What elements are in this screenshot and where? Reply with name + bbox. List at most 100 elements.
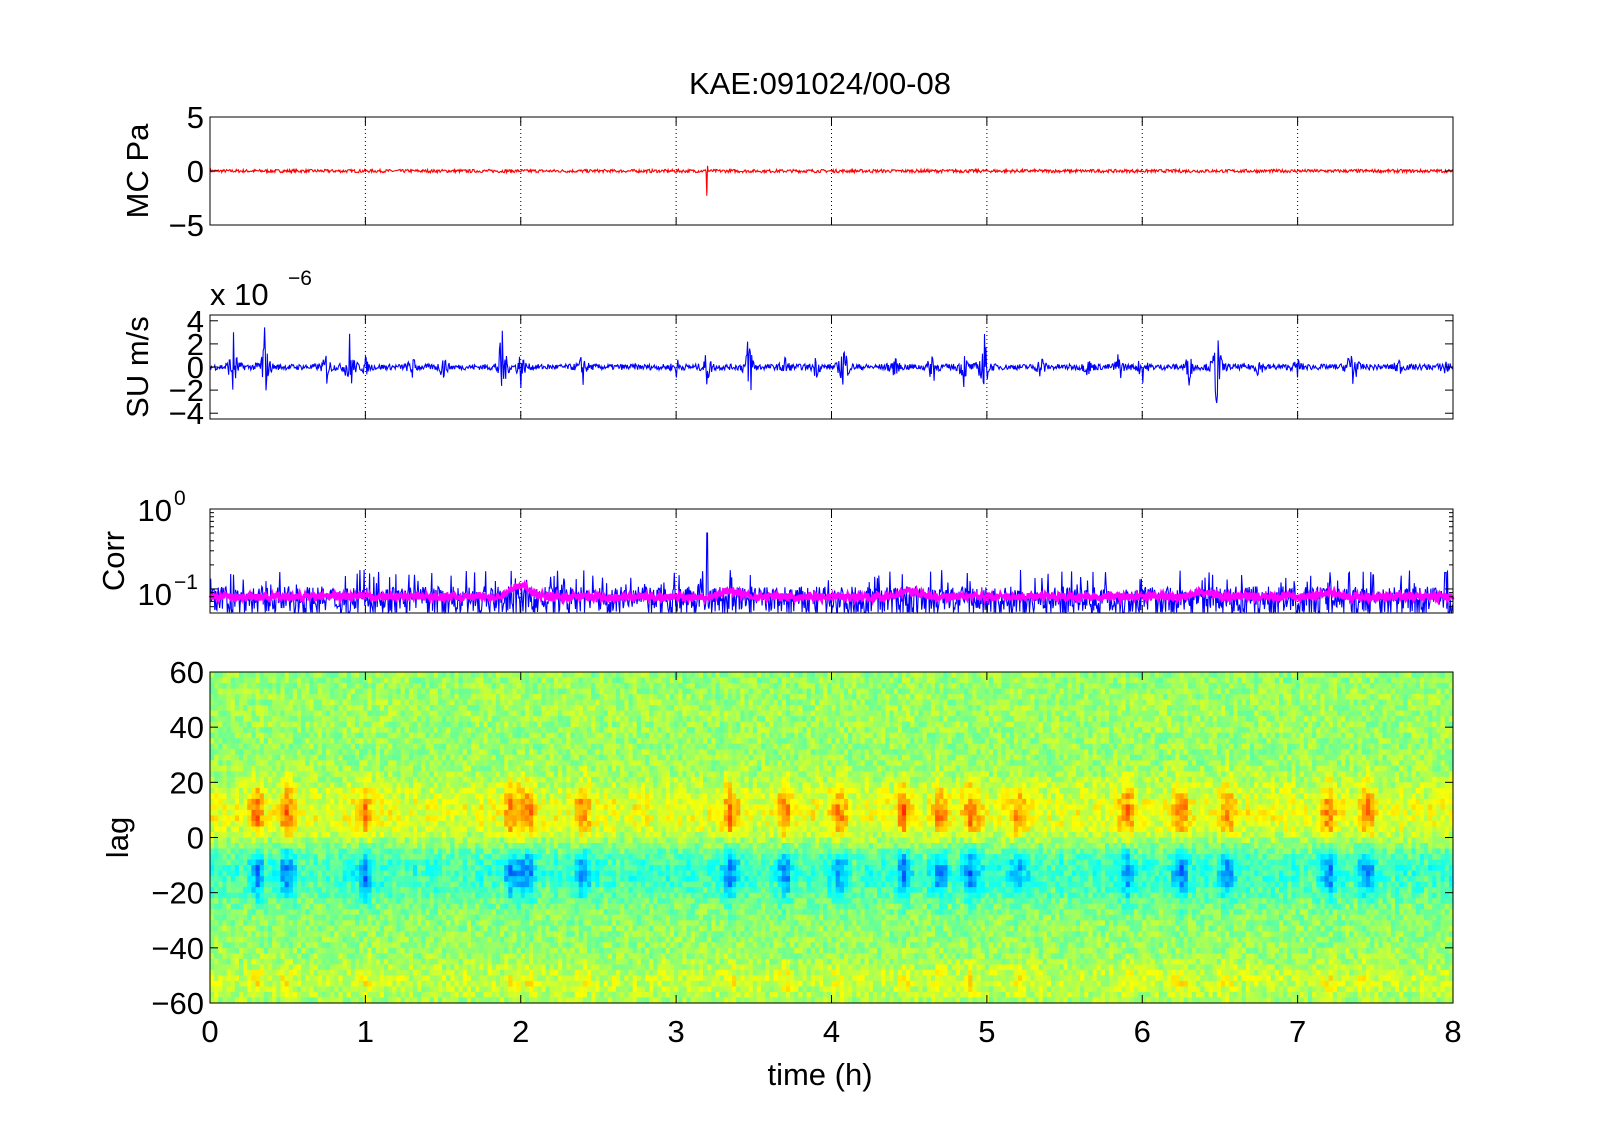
heatmap-cell <box>309 903 315 910</box>
heatmap-cell <box>491 694 497 701</box>
heatmap-cell <box>524 969 530 977</box>
heatmap-cell <box>442 831 447 839</box>
heatmap-cell <box>529 672 534 679</box>
heatmap-cell <box>288 727 294 734</box>
heatmap-cell <box>533 754 538 761</box>
heatmap-cell <box>425 826 431 833</box>
heatmap-cell <box>512 683 518 690</box>
heatmap-cell <box>272 947 277 954</box>
heatmap-cell <box>442 859 447 866</box>
heatmap-cell <box>297 964 302 971</box>
heatmap-cell <box>305 865 311 872</box>
heatmap-cell <box>404 914 410 921</box>
heatmap-cell <box>222 716 228 723</box>
heatmap-cell <box>371 914 377 921</box>
heatmap-cell <box>255 694 261 701</box>
heatmap-cell <box>533 721 538 728</box>
heatmap-cell <box>479 865 485 872</box>
heatmap-cell <box>433 903 439 910</box>
heatmap-cell <box>491 914 497 921</box>
heatmap-cell <box>450 936 456 943</box>
heatmap-cell <box>338 677 344 684</box>
heatmap-cell <box>259 942 265 949</box>
heatmap-cell <box>317 749 323 756</box>
heatmap-cell <box>288 865 294 872</box>
heatmap-cell <box>425 975 431 982</box>
heatmap-cell <box>276 942 282 949</box>
heatmap-cell <box>471 727 476 734</box>
heatmap-cell <box>222 920 228 927</box>
heatmap-cell <box>413 953 418 960</box>
heatmap-cell <box>305 903 311 910</box>
heatmap-cell <box>379 931 385 938</box>
heatmap-cell <box>297 710 302 717</box>
heatmap-cell <box>479 738 485 745</box>
heatmap-cell <box>491 986 497 993</box>
heatmap-cell <box>222 909 228 916</box>
heatmap-cell <box>450 683 456 690</box>
heatmap-cell <box>226 980 232 988</box>
heatmap-cell <box>350 953 356 960</box>
heatmap-cell <box>516 859 522 866</box>
heatmap-cell <box>259 991 265 999</box>
heatmap-cell <box>533 672 538 679</box>
heatmap-cell <box>355 809 360 817</box>
heatmap-cell <box>226 743 232 750</box>
heatmap-cell <box>371 854 377 861</box>
heatmap-cell <box>483 909 489 916</box>
heatmap-cell <box>230 947 236 954</box>
heatmap-cell <box>541 749 547 756</box>
heatmap-cell <box>458 969 464 977</box>
heatmap-cell <box>334 699 340 706</box>
heatmap-cell <box>533 815 538 822</box>
heatmap-cell <box>305 710 311 717</box>
heatmap-cell <box>413 776 418 783</box>
heatmap-cell <box>276 760 282 767</box>
heatmap-cell <box>421 716 427 723</box>
heatmap-cell <box>297 782 302 789</box>
heatmap-cell <box>288 804 294 811</box>
heatmap-cell <box>466 997 472 1004</box>
heatmap-cell <box>524 677 530 684</box>
heatmap-cell <box>408 727 414 734</box>
heatmap-cell <box>284 798 290 805</box>
heatmap-cell <box>230 914 236 921</box>
heatmap-cell <box>317 887 323 894</box>
heatmap-cell <box>396 815 402 822</box>
heatmap-cell <box>288 771 294 778</box>
heatmap-cell <box>226 837 232 844</box>
heatmap-cell <box>272 887 277 894</box>
heatmap-cell <box>462 677 468 684</box>
heatmap-cell <box>479 793 485 800</box>
heatmap-cell <box>466 931 472 938</box>
heatmap-cell <box>301 771 306 778</box>
heatmap-cell <box>284 831 290 839</box>
heatmap-cell <box>437 688 443 695</box>
heatmap-cell <box>421 843 427 850</box>
heatmap-cell <box>458 826 464 833</box>
heatmap-cell <box>446 887 451 894</box>
heatmap-cell <box>342 793 348 800</box>
heatmap-cell <box>458 936 464 943</box>
heatmap-cell <box>500 865 505 872</box>
heatmap-cell <box>462 809 468 817</box>
heatmap-cell <box>355 738 360 745</box>
heatmap-cell <box>321 980 327 988</box>
heatmap-cell <box>541 699 547 706</box>
heatmap-cell <box>384 705 389 712</box>
heatmap-cell <box>450 672 456 679</box>
heatmap-cell <box>313 820 319 828</box>
heatmap-cell <box>396 694 402 701</box>
heatmap-cell <box>537 771 543 778</box>
heatmap-cell <box>483 732 489 739</box>
heatmap-cell <box>500 991 505 999</box>
heatmap-cell <box>508 898 514 905</box>
heatmap-cell <box>413 870 418 877</box>
heatmap-cell <box>516 798 522 805</box>
heatmap-cell <box>309 793 315 800</box>
heatmap-cell <box>471 991 476 999</box>
heatmap-cell <box>218 738 224 745</box>
heatmap-cell <box>429 705 435 712</box>
heatmap-cell <box>355 865 360 872</box>
heatmap-cell <box>421 694 427 701</box>
